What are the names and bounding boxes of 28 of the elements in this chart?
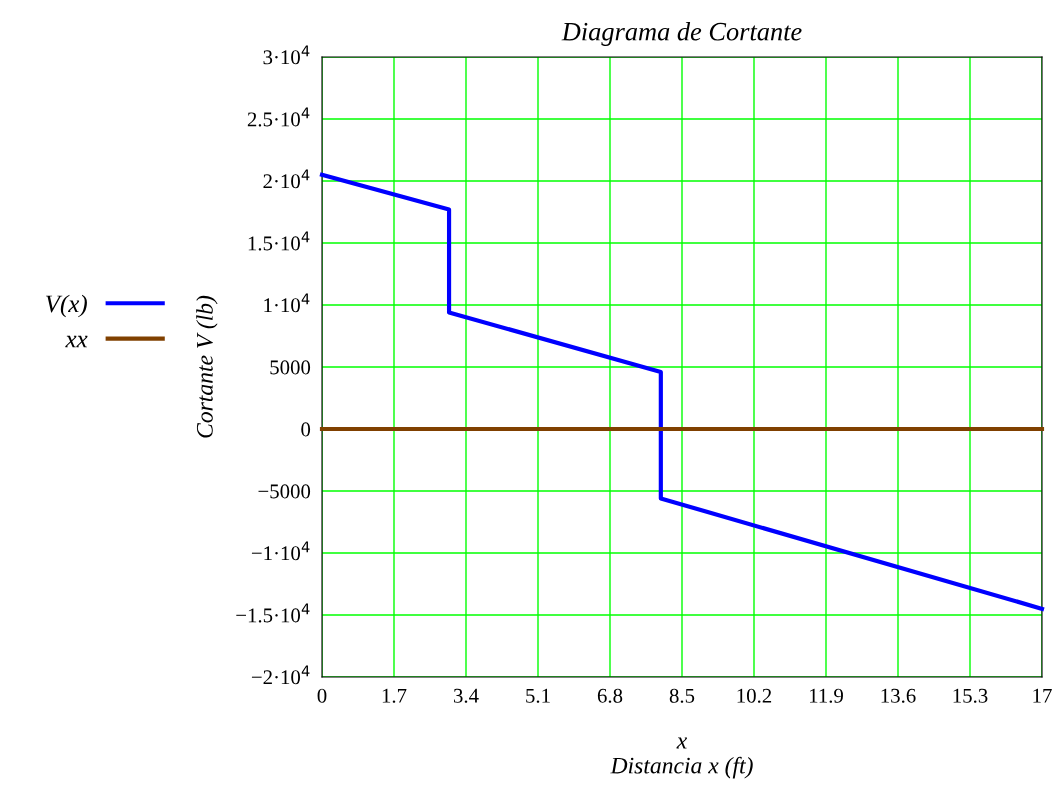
y-tick-label: 5000 <box>270 360 311 375</box>
x-tick-label: 17 <box>1033 688 1052 703</box>
legend-label: xx <box>65 335 88 348</box>
y-tick-label: −2·10$^{4}$ <box>251 665 310 685</box>
x-tick-label: 0 <box>317 688 327 703</box>
y-axis-title: Cortante V (lb) <box>196 295 218 438</box>
legend-label: V(x) <box>45 294 87 318</box>
y-tick-label: 3·10$^{4}$ <box>263 45 310 65</box>
y-tick-label: 1·10$^{4}$ <box>264 293 310 313</box>
y-tick-label: −1·10$^{4}$ <box>251 541 310 561</box>
x-tick-label: 15.3 <box>953 688 988 703</box>
chart-title: Diagrama de Cortante <box>561 22 802 46</box>
x-axis-title: x Distancia x (ft) <box>610 737 753 779</box>
y-tick-label: −1.5·10$^{4}$ <box>236 603 310 623</box>
y-tick-label: −5000 <box>258 484 311 499</box>
x-tick-label: 13.6 <box>881 688 916 703</box>
x-tick-label: 6.8 <box>597 688 623 703</box>
y-tick-label: 2.5·10$^{4}$ <box>247 107 310 127</box>
x-tick-label: 1.7 <box>382 688 407 703</box>
x-tick-label: 11.9 <box>809 688 843 703</box>
y-tick-label: 2·10$^{4}$ <box>263 169 310 189</box>
line-series <box>319 172 1045 611</box>
y-tick-label: 1.5·10$^{4}$ <box>248 231 310 251</box>
x-tick-label: 5.1 <box>526 688 550 703</box>
x-tick-label: 10.2 <box>737 688 772 703</box>
x-tick-label: 8.5 <box>669 688 695 703</box>
y-tick-label: 0 <box>301 422 311 437</box>
x-tick-label: 3.4 <box>453 688 479 703</box>
